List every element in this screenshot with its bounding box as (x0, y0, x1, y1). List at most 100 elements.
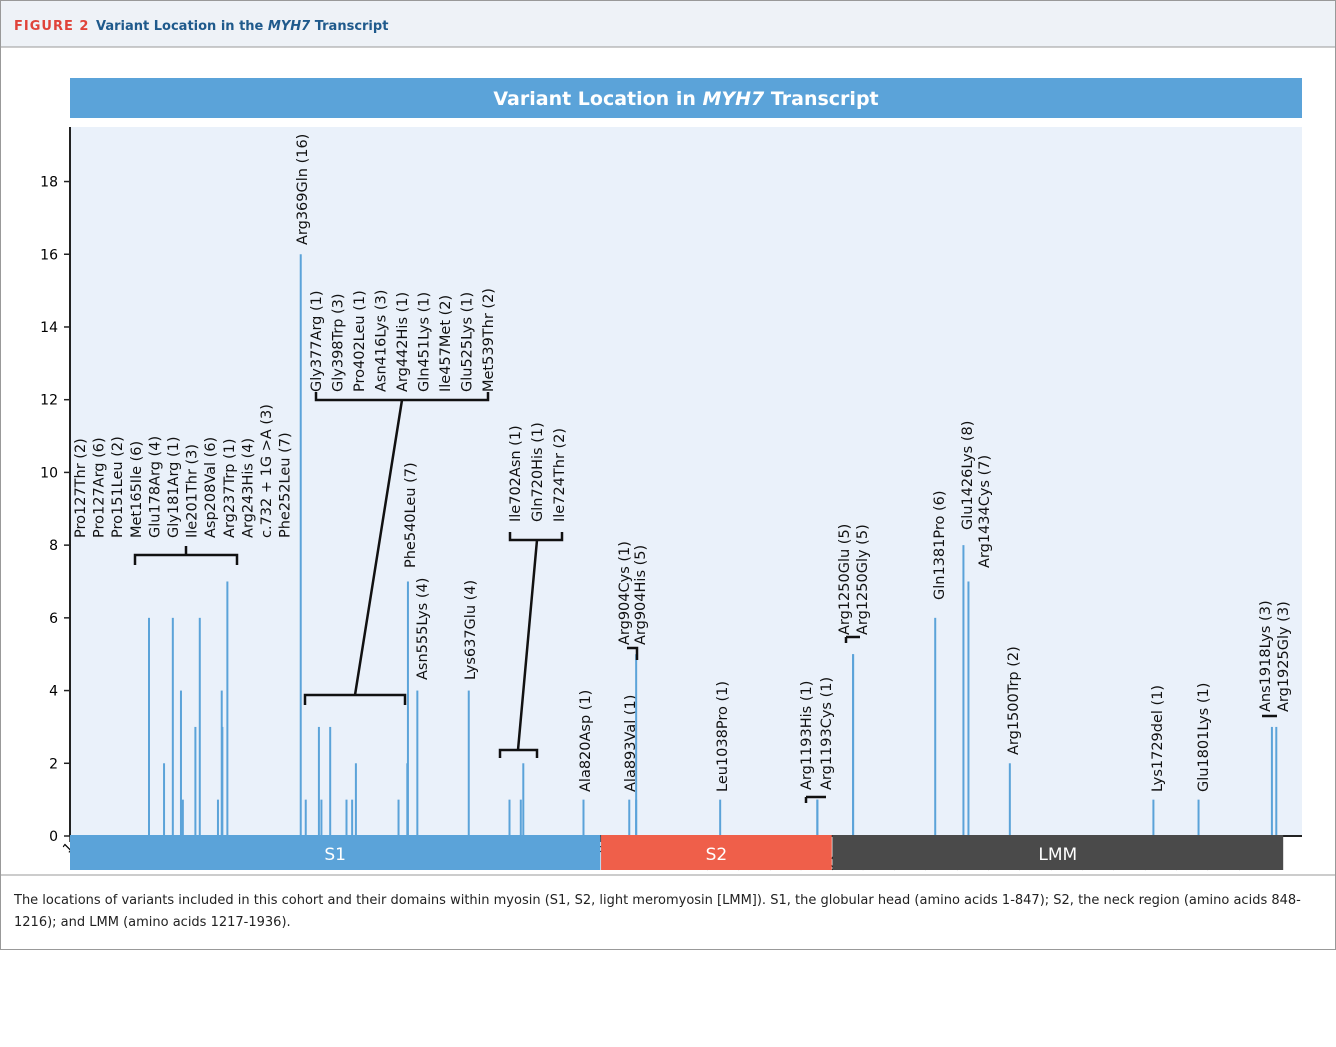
bar (171, 617, 174, 836)
bar (519, 799, 522, 836)
bar (852, 654, 855, 836)
bar (320, 799, 323, 836)
bracket (303, 392, 490, 705)
y-tick-label: 4 (49, 684, 58, 700)
bar (198, 617, 201, 836)
variant-label: Arg369Gln (16) (295, 134, 311, 245)
bar (522, 763, 525, 836)
variant-label: Arg1250Gly (5) (855, 524, 871, 635)
y-tick-label: 0 (49, 829, 58, 845)
variant-label: Ala893Val (1) (623, 695, 639, 792)
bracket (133, 546, 239, 565)
bar (635, 654, 638, 836)
y-tick-label: 18 (40, 175, 58, 191)
variant-label: Glu1426Lys (8) (960, 421, 976, 530)
bar (967, 581, 970, 836)
bar (1008, 763, 1011, 836)
title-part: Transcript (764, 88, 878, 110)
bar (719, 799, 722, 836)
bar (406, 581, 409, 836)
domain-bar (832, 835, 1284, 870)
caption: The locations of variants included in th… (14, 893, 1301, 930)
bar (221, 726, 224, 836)
variant-label: Pro151Leu (2) (110, 436, 126, 538)
bar (216, 799, 219, 836)
y-tick-label: 8 (49, 538, 58, 554)
bar (1197, 799, 1200, 836)
y-tick-label: 16 (40, 247, 58, 263)
variant-label: Arg1193His (1) (799, 681, 815, 790)
bar (226, 581, 229, 836)
variant-label: Arg237Trp (1) (222, 438, 238, 538)
bar (416, 690, 419, 836)
domain-bar (70, 835, 601, 870)
bar (582, 799, 585, 836)
domain-bar (601, 835, 832, 870)
bar (1152, 799, 1155, 836)
bracket (498, 532, 564, 758)
variant-label: Glu178Arg (4) (147, 436, 163, 538)
variant-label: Pro127Arg (6) (92, 437, 108, 538)
plot-area (70, 127, 1302, 836)
title-part: MYH7 (702, 88, 765, 110)
variant-label: Lys1729del (1) (1150, 685, 1166, 792)
domain-label: LMM (1038, 845, 1077, 865)
variant-label: Ile457Met (2) (438, 295, 454, 392)
bar (397, 799, 400, 836)
y-tick-label: 6 (49, 611, 58, 627)
bar (962, 545, 965, 836)
variant-label: Gln1381Pro (6) (932, 490, 948, 600)
variant-label: Glu525Lys (1) (460, 292, 476, 392)
bar (934, 617, 937, 836)
variant-label: Arg1925Gly (3) (1276, 601, 1292, 712)
y-tick-label: 14 (40, 320, 58, 336)
bracket (627, 646, 639, 660)
variant-label: Gln720His (1) (530, 422, 546, 522)
variant-label: Lys637Glu (4) (463, 580, 479, 680)
bar (163, 763, 166, 836)
domain-label: S2 (706, 845, 728, 865)
variant-label: c.732 + 1G >A (3) (259, 404, 275, 538)
variant-label: Pro127Thr (2) (73, 438, 89, 538)
bar (1270, 726, 1273, 836)
bar (179, 690, 182, 836)
title-part: Variant Location in the (96, 19, 268, 34)
variant-label: Arg442His (1) (395, 292, 411, 392)
variant-label: Met165Ile (6) (129, 441, 145, 538)
variant-label: Glu1801Lys (1) (1196, 683, 1212, 792)
variant-label: Ala820Asp (1) (578, 690, 594, 792)
bar (508, 799, 511, 836)
variant-label: Asn555Lys (4) (415, 578, 431, 680)
figure-title: Variant Location in the MYH7 Transcript (96, 19, 388, 34)
bar (181, 799, 184, 836)
variant-label: Arg243His (4) (240, 438, 256, 538)
variant-label: Arg1434Cys (7) (977, 455, 993, 568)
variant-label: Leu1038Pro (1) (715, 681, 731, 792)
variant-label: Pro402Leu (1) (352, 290, 368, 392)
variant-label: Arg1500Trp (2) (1006, 646, 1022, 755)
bar (345, 799, 348, 836)
variant-label: Ans1918Lys (3) (1258, 600, 1274, 712)
domain-label: S1 (324, 845, 346, 865)
header-bg (1, 1, 1335, 47)
bar (299, 254, 302, 836)
title-part: MYH7 (268, 19, 311, 34)
variant-label: Gly398Trp (3) (331, 293, 347, 392)
title-part: Transcript (310, 19, 388, 34)
bar (351, 799, 354, 836)
bracket (804, 795, 826, 803)
variant-label: Phe252Leu (7) (278, 432, 294, 538)
variant-label: Arg904Cys (1) (617, 541, 633, 645)
variant-label: Arg1250Glu (5) (837, 524, 853, 635)
title-bar (70, 78, 1302, 118)
bar (317, 726, 320, 836)
y-tick-label: 10 (40, 465, 58, 481)
variant-label: Arg904His (5) (633, 545, 649, 645)
chart-title: Variant Location in MYH7 Transcript (493, 88, 878, 110)
bar (194, 726, 197, 836)
bar (1275, 726, 1278, 836)
figure-label: FIGURE 2 (14, 19, 89, 34)
variant-label: Arg1193Cys (1) (819, 677, 835, 790)
variant-label: Asp208Val (6) (203, 437, 219, 538)
